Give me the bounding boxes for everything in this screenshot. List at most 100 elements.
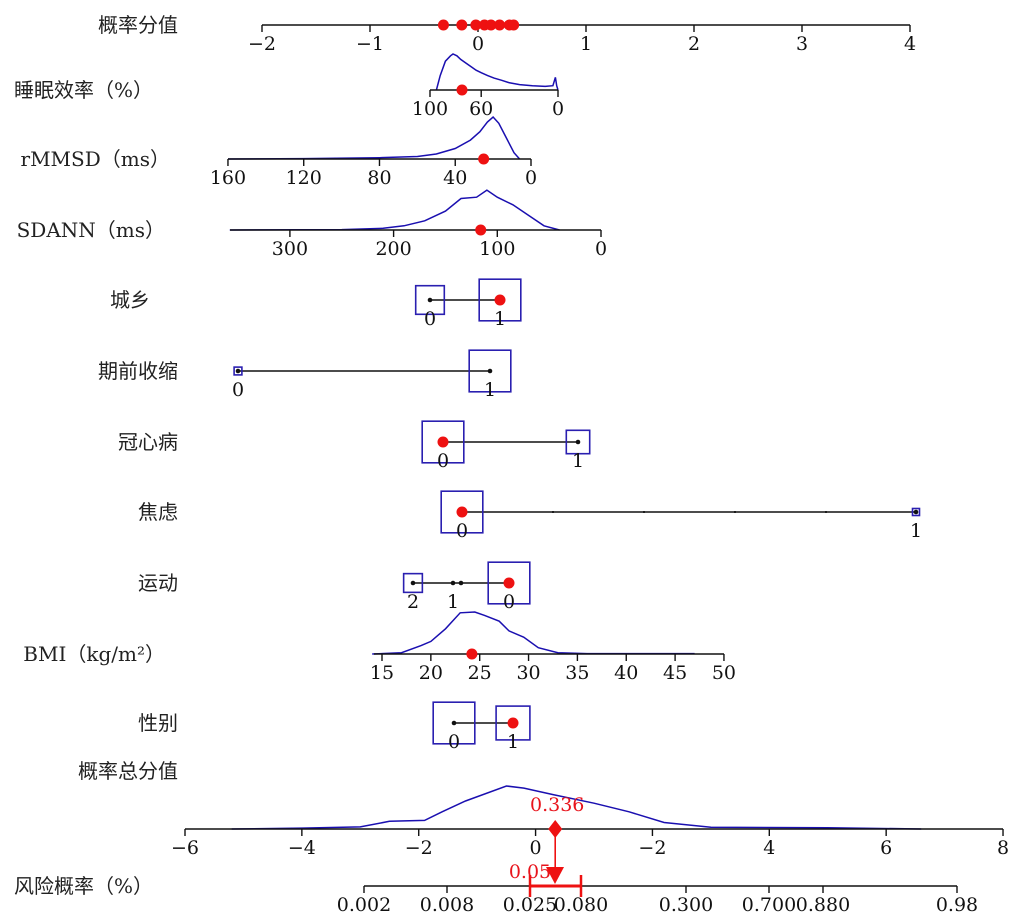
score-point — [437, 19, 449, 31]
category-point — [913, 509, 919, 515]
row-label-urban: 城乡 — [110, 288, 150, 312]
frequency-box — [478, 278, 522, 322]
row-label-premature: 期前收缩 — [98, 359, 178, 383]
tick-label: 40 — [614, 662, 638, 684]
selected-value-dot — [456, 84, 468, 96]
score-point — [456, 19, 468, 31]
density-curve-total — [231, 785, 922, 830]
tick-label: 0 — [595, 238, 607, 260]
density-curve-bmi — [372, 611, 695, 655]
frequency-box — [487, 561, 531, 605]
tick-label: 0 — [437, 450, 449, 472]
tick-label: 15 — [370, 662, 394, 684]
selected-value-dot — [478, 153, 490, 165]
tick-label: 300 — [272, 238, 308, 260]
selected-value-dot — [437, 436, 449, 448]
tick-label: 0 — [232, 379, 244, 401]
tick-label: −2 — [405, 837, 433, 859]
selected-value-dot — [456, 506, 468, 518]
tick-label: 1 — [507, 731, 519, 753]
tick-label: 3 — [796, 33, 808, 55]
tick-label: 0.98 — [936, 894, 978, 916]
tick-label: −1 — [356, 33, 384, 55]
tick-label: 0.025 — [503, 894, 557, 916]
row-label-sex: 性别 — [138, 711, 178, 735]
tick-label: 25 — [468, 662, 492, 684]
row-label-risk: 风险概率（%） — [14, 874, 153, 898]
tick-label: 0 — [552, 98, 564, 120]
frequency-box — [440, 490, 484, 534]
tick-label: 1 — [910, 520, 922, 542]
category-point — [575, 439, 581, 445]
selected-value-dot — [466, 648, 478, 660]
tick-label: 80 — [367, 167, 391, 189]
tick-label: 4 — [763, 837, 775, 859]
score-point — [485, 19, 497, 31]
tick-label: 0.300 — [659, 894, 713, 916]
tick-label: 120 — [286, 167, 322, 189]
tick-label: 4 — [904, 33, 916, 55]
tick-label: 20 — [419, 662, 443, 684]
frequency-box — [911, 507, 921, 517]
frequency-box — [468, 349, 512, 393]
tick-label: 160 — [210, 167, 246, 189]
frequency-box — [495, 705, 531, 741]
score-point — [494, 19, 506, 31]
tick-label: 45 — [663, 662, 687, 684]
tick-label: 1 — [484, 379, 496, 401]
category-point — [450, 580, 456, 586]
frequency-box — [233, 366, 243, 376]
tick-label: 0.700 — [742, 894, 796, 916]
category-point — [487, 368, 493, 374]
tick-label: 100 — [479, 238, 515, 260]
risk-value-label: 0.05 — [509, 861, 551, 883]
selected-value-dot — [503, 577, 515, 589]
minor-dot — [552, 511, 554, 513]
row-label-anxiety: 焦虑 — [138, 500, 178, 524]
minor-dot — [734, 511, 736, 513]
tick-label: 0 — [530, 837, 542, 859]
tick-label: 0.880 — [796, 894, 850, 916]
row-label-sleep: 睡眠效率（%） — [14, 78, 153, 102]
tick-label: 30 — [516, 662, 540, 684]
frequency-box — [414, 284, 446, 316]
tick-label: 0 — [424, 308, 436, 330]
density-curve-sleep — [435, 53, 559, 91]
row-label-total: 概率总分值 — [78, 759, 178, 783]
tick-label: 6 — [880, 837, 892, 859]
frequency-box — [432, 701, 476, 745]
tick-label: 0.080 — [554, 894, 608, 916]
frequency-box — [421, 420, 465, 464]
tick-label: 1 — [580, 33, 592, 55]
selected-value-dot — [507, 717, 519, 729]
category-point — [458, 580, 464, 586]
total-score-label: 0.336 — [530, 794, 584, 816]
tick-label: −2 — [638, 837, 666, 859]
row-label-points: 概率分值 — [98, 13, 178, 37]
row-label-rmssd: rMMSD（ms） — [21, 147, 170, 171]
selected-value-dot — [494, 294, 506, 306]
tick-label: 50 — [712, 662, 736, 684]
tick-label: 200 — [375, 238, 411, 260]
tick-label: 35 — [565, 662, 589, 684]
row-label-sdann: SDANN（ms） — [17, 218, 165, 242]
tick-label: 0.008 — [420, 894, 474, 916]
category-point — [410, 580, 416, 586]
tick-label: 0.002 — [337, 894, 391, 916]
density-curve-rmssd — [227, 115, 521, 160]
row-label-exercise: 运动 — [138, 571, 178, 595]
tick-label: 2 — [688, 33, 700, 55]
tick-label: 0 — [503, 591, 515, 613]
tick-label: 0 — [525, 167, 537, 189]
tick-label: −4 — [288, 837, 316, 859]
tick-label: 0 — [472, 33, 484, 55]
selected-value-dot — [475, 224, 487, 236]
score-point — [470, 19, 482, 31]
frequency-box — [402, 572, 424, 594]
category-point — [451, 720, 457, 726]
minor-dot — [825, 511, 827, 513]
risk-arrow-marker — [546, 867, 564, 884]
tick-label: 8 — [997, 837, 1009, 859]
